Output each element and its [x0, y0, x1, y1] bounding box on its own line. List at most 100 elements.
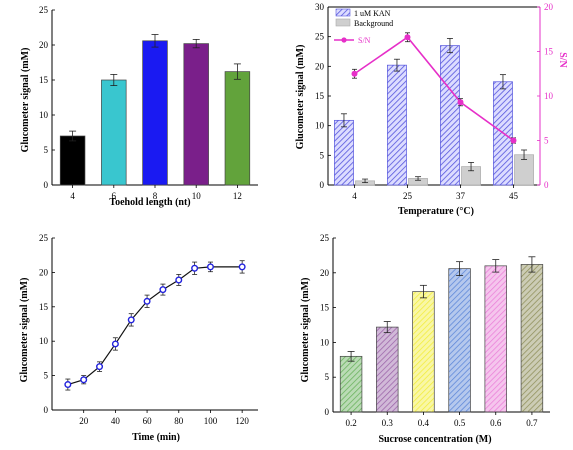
chart4-xtick-label-0.5: 0.5	[454, 418, 466, 428]
chart3-point-20	[80, 376, 88, 384]
chart1-ytick-label-2: 10	[39, 110, 49, 120]
chart4-bar-0.5	[448, 268, 471, 413]
chart2-sn-point-25	[404, 34, 411, 41]
chart3-point-30	[96, 363, 104, 371]
chart1-xlabel: Toehold length (nt)	[109, 197, 190, 208]
chart1-ytick-label-4: 20	[39, 40, 49, 50]
chart3-xlabel: Time (min)	[132, 432, 180, 443]
chart2-legend: 1 uM KAN Background S/N	[334, 8, 393, 45]
chart4-ylabel: Glucometer signal (mM)	[300, 278, 311, 383]
chart1-ytick-label-0: 0	[44, 180, 49, 190]
chart4-ytick-label-0: 0	[325, 407, 330, 417]
chart1-xtick-label-10: 10	[192, 191, 202, 201]
chart4-xtick-label-0.3: 0.3	[382, 418, 394, 428]
chart3-point-70	[159, 286, 167, 294]
chart4-ytick-label-1: 5	[325, 372, 330, 382]
chart1-bar-8	[142, 40, 168, 186]
chart3-point-80	[175, 276, 183, 284]
legend-swatch-background	[335, 18, 351, 27]
chart-toehold-length: 0 5 10 15 20 25 4 6 8 10 12 Toehold length (nt) Gl…	[20, 5, 258, 208]
chart2-ytick-right-label-3: 15	[544, 47, 554, 57]
chart4-ytick-label-2: 10	[320, 337, 330, 347]
chart2-sn-line	[354, 36, 514, 142]
chart1-xtick-label-6: 6	[112, 191, 117, 201]
chart2-bar-kan-37	[440, 45, 460, 186]
chart1-xtick-label-8: 8	[153, 191, 158, 201]
chart1-xtick-label-4: 4	[70, 191, 75, 201]
chart4-bar-0.3	[376, 326, 399, 413]
chart3-ytick-label-5: 25	[39, 233, 49, 243]
chart2-xlabel: Temperature (°C)	[398, 206, 474, 217]
chart3-point-60	[143, 297, 151, 305]
chart2-xtick-label-37: 37	[456, 191, 466, 201]
chart1-bar-6	[101, 79, 127, 186]
chart-temperature: 0 5 10 15 20 25 30 0 5 10 15 20 4 25 37 45 Temperature …	[295, 2, 568, 217]
chart3-ytick-label-0: 0	[44, 405, 49, 415]
chart3-line	[67, 266, 243, 386]
chart3-ylabel: Glucometer signal (mM)	[19, 278, 30, 383]
chart3-point-100	[206, 263, 214, 271]
chart2-ytick-right-label-4: 20	[544, 2, 554, 12]
legend-label-sn: S/N	[358, 36, 371, 45]
chart4-bar-0.7	[520, 264, 544, 413]
chart3-point-90	[191, 264, 199, 272]
chart4-xlabel: Sucrose concentration (M)	[378, 434, 491, 445]
chart2-ylabel: Glucometer signal (mM)	[295, 45, 306, 150]
chart3-ytick-label-2: 10	[39, 336, 49, 346]
chart4-xtick-label-0.6: 0.6	[490, 418, 502, 428]
chart2-bar-kan-25	[387, 64, 407, 186]
chart3-point-40	[111, 340, 119, 348]
chart4-ytick-label-5: 25	[320, 233, 330, 243]
chart-time: 0 5 10 15 20 25 20 40 60 80 100 120 Time (min) Gluc…	[19, 233, 258, 443]
chart4-xtick-label-0.4: 0.4	[418, 418, 430, 428]
chart2-ylabel-right: S/N	[557, 52, 568, 68]
chart2-ytick-label-5: 25	[315, 32, 325, 42]
chart2-bar-kan-4	[334, 119, 354, 186]
chart2-ytick-right-label-0: 0	[544, 180, 549, 190]
chart2-ytick-label-2: 10	[315, 121, 325, 131]
chart3-point-120	[238, 263, 246, 271]
chart2-sn-point-4	[351, 70, 358, 77]
chart2-xtick-label-4: 4	[352, 191, 357, 201]
chart2-sn-point-37	[457, 99, 464, 106]
chart4-ytick-label-3: 15	[320, 303, 330, 313]
legend-label-background: Background	[354, 19, 393, 28]
chart4-xtick-label-0.2: 0.2	[345, 418, 356, 428]
chart-sucrose-concentration: 0 5 10 15 20 25 0.2 0.3 0.4 0.5 0.6 0.7 Sucrose con…	[300, 233, 550, 445]
chart1-ytick-label-3: 15	[39, 75, 49, 85]
chart2-ytick-label-6: 30	[315, 2, 325, 12]
chart1-ylabel: Glucometer signal (mM)	[20, 48, 31, 153]
chart2-ytick-right-label-2: 10	[544, 91, 554, 101]
chart1-ytick-label-1: 5	[44, 145, 49, 155]
chart3-ytick-label-4: 20	[39, 267, 49, 277]
chart2-ytick-right-label-1: 5	[544, 136, 549, 146]
chart4-xtick-label-0.7: 0.7	[526, 418, 538, 428]
chart3-xtick-label-1: 40	[111, 416, 121, 426]
chart3-point-50	[127, 316, 135, 324]
chart1-bar-4	[59, 135, 86, 186]
chart3-xtick-label-0: 20	[79, 416, 89, 426]
chart4-bar-0.4	[412, 291, 435, 413]
chart3-xtick-label-5: 120	[235, 416, 249, 426]
chart3-point-10	[64, 381, 72, 389]
chart2-ytick-label-4: 20	[315, 61, 325, 71]
chart1-ytick-label-5: 25	[39, 5, 49, 15]
chart3-xtick-label-2: 60	[143, 416, 153, 426]
chart2-xtick-label-45: 45	[509, 191, 519, 201]
chart2-xtick-label-25: 25	[403, 191, 413, 201]
chart1-bar-12	[224, 71, 251, 186]
chart3-xtick-label-3: 80	[174, 416, 184, 426]
chart4-ytick-label-4: 20	[320, 268, 330, 278]
legend-swatch-sn-marker	[341, 37, 347, 43]
chart1-xtick-label-12: 12	[233, 191, 242, 201]
legend-label-kan: 1 uM KAN	[354, 9, 391, 18]
chart3-xtick-label-4: 100	[204, 416, 218, 426]
chart2-ytick-label-3: 15	[315, 91, 325, 101]
chart2-ytick-label-0: 0	[320, 180, 325, 190]
chart1-bar-10	[183, 43, 209, 186]
chart2-ytick-label-1: 5	[320, 150, 325, 160]
legend-swatch-kan	[335, 8, 351, 17]
chart3-ytick-label-1: 5	[44, 371, 49, 381]
chart3-ytick-label-3: 15	[39, 302, 49, 312]
